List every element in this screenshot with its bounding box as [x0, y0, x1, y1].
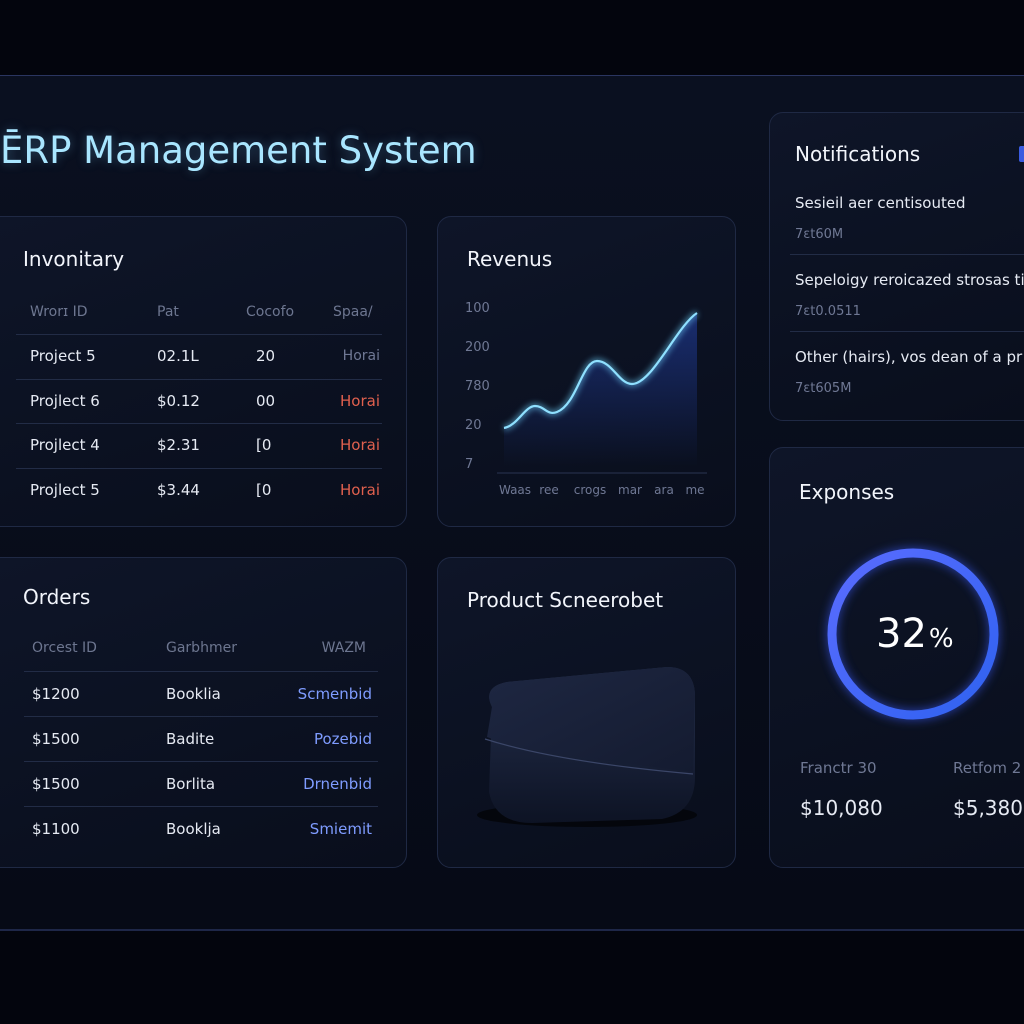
revenue-chart — [497, 310, 707, 474]
x-label: me — [685, 483, 705, 497]
revenue-area — [504, 313, 697, 466]
notification-meta: 7ɛt0.0511 — [795, 304, 861, 319]
app-title: ĒRP Management System — [0, 129, 477, 172]
table-cell: Borlita — [166, 775, 216, 793]
table-cell: Projlect 4 — [30, 436, 100, 455]
y-label: 20 — [465, 418, 482, 433]
table-cell: $2.31 — [157, 436, 200, 455]
table-cell: Horai — [340, 481, 380, 500]
table-cell: Projlect 6 — [30, 391, 100, 410]
table-cell: Smiemit — [309, 820, 372, 838]
row-divider — [24, 716, 378, 717]
orders-panel — [0, 557, 407, 868]
table-cell: Horai — [342, 348, 380, 364]
table-cell: 00 — [256, 391, 276, 410]
row-divider — [24, 761, 378, 762]
table-cell: $0.12 — [157, 391, 200, 410]
row-divider — [16, 468, 382, 470]
notification-text: Sesieil aer centisouted — [795, 194, 966, 212]
y-label: 100 — [465, 301, 490, 316]
expenses-panel — [769, 447, 1024, 868]
notifications-panel — [769, 112, 1024, 421]
column-header: Garbhmer — [166, 640, 237, 656]
x-label: mar — [618, 483, 642, 497]
panel-title: Product Scneerobet — [467, 588, 664, 612]
table-cell: $1200 — [32, 685, 80, 703]
stat-value: $5,380 — [953, 796, 1023, 820]
panel-title: Notifications — [795, 142, 921, 166]
column-header: Pat — [157, 304, 179, 320]
revenue-line — [503, 312, 698, 430]
y-label: 7 — [465, 457, 474, 472]
column-header: Wrorɪ ID — [30, 304, 88, 320]
divider — [790, 331, 1024, 332]
stat-label: Retfom 2 — [953, 759, 1022, 777]
table-cell: Horai — [340, 436, 380, 455]
x-label: ree — [539, 483, 559, 497]
table-cell: Projlect 5 — [30, 481, 100, 500]
table-cell: Horai — [340, 391, 380, 410]
divider — [790, 254, 1024, 255]
table-cell: [0 — [256, 436, 272, 455]
table-cell: Booklja — [166, 820, 221, 838]
stat-value: $10,080 — [800, 796, 883, 820]
table-cell: Badite — [166, 730, 215, 748]
badge — [1019, 146, 1024, 162]
table-cell: $1500 — [32, 775, 80, 793]
notification-text: Sepeloigy reroicazed strosas ti — [795, 271, 1024, 289]
y-label: 780 — [465, 379, 490, 394]
row-divider — [16, 334, 382, 335]
column-header: Cocofo — [246, 304, 295, 320]
percent-value: 32 — [876, 611, 927, 657]
table-cell: Booklia — [166, 685, 221, 703]
inventory-panel — [0, 216, 407, 527]
row-divider — [24, 671, 378, 672]
row-divider — [24, 806, 378, 807]
table-cell: $1500 — [32, 730, 80, 748]
device-top — [487, 667, 695, 772]
percent: 32% — [876, 614, 954, 654]
column-header: Spaa/ — [333, 304, 373, 320]
table-cell: [0 — [256, 481, 272, 500]
table-cell: Pozebid — [313, 730, 372, 748]
table-cell: Project 5 — [30, 347, 96, 365]
ring — [827, 548, 999, 720]
table-cell: $1100 — [32, 820, 80, 838]
row-divider — [16, 378, 382, 380]
table-cell: 20 — [256, 347, 276, 365]
table-cell: 02.1L — [157, 347, 199, 365]
panel-title: Orders — [23, 585, 91, 609]
x-label: Waas — [498, 483, 532, 497]
expenses-ring — [827, 548, 999, 720]
x-label: ara — [654, 483, 674, 497]
table-cell: Scmenbid — [297, 685, 372, 703]
notification-text: Other (hairs), vos dean of a pr — [795, 348, 1023, 366]
y-label: 200 — [465, 340, 490, 355]
panel-title: Revenus — [467, 247, 553, 271]
column-header: WAZM — [321, 640, 366, 656]
table-cell: $3.44 — [157, 481, 200, 500]
device-seam — [484, 738, 694, 775]
panel-title: Invonitary — [23, 247, 125, 271]
x-label: crogs — [573, 483, 607, 497]
stat-label: Franctr 30 — [800, 759, 877, 777]
column-header: Orcest ID — [32, 640, 97, 656]
row-divider — [16, 423, 382, 425]
notification-meta: 7ɛt60M — [795, 227, 844, 242]
panel-title: Exponses — [799, 480, 895, 504]
table-cell: Drnenbid — [303, 775, 372, 793]
percent-unit: % — [928, 624, 954, 654]
notification-meta: 7ɛt605M — [795, 381, 852, 396]
product-image — [477, 667, 697, 827]
